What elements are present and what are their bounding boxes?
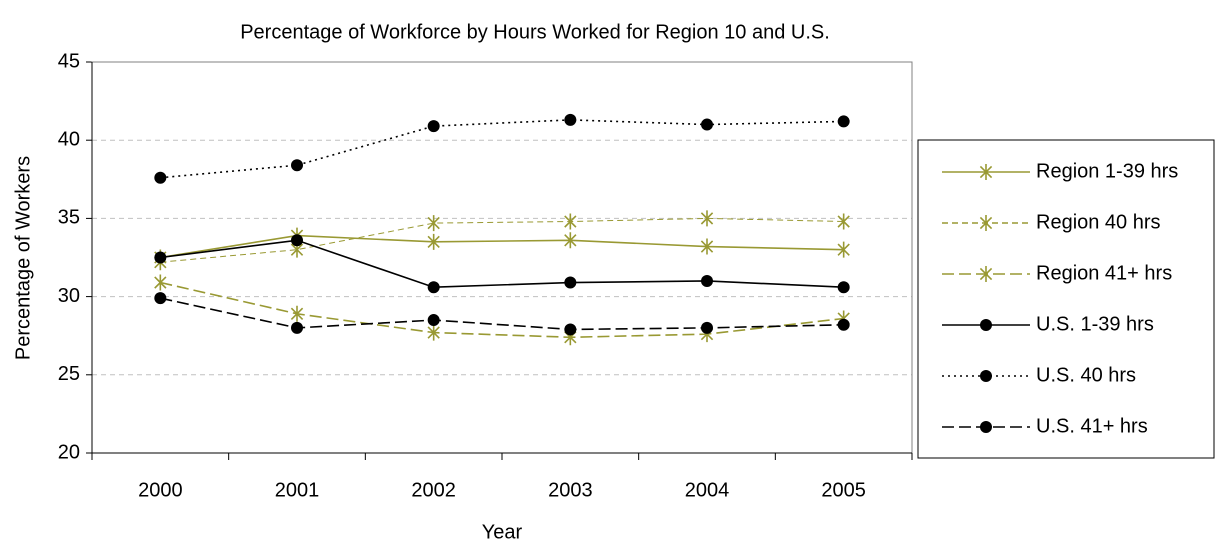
y-tick-label: 30 bbox=[58, 285, 80, 307]
y-tick-label: 45 bbox=[58, 50, 80, 72]
marker bbox=[564, 113, 577, 126]
marker bbox=[837, 213, 850, 230]
series-line bbox=[160, 239, 844, 289]
legend-label: Region 1-39 hrs bbox=[1036, 160, 1178, 182]
legend-label: Region 40 hrs bbox=[1036, 211, 1161, 233]
marker bbox=[700, 210, 714, 227]
marker bbox=[837, 281, 850, 294]
marker bbox=[701, 321, 713, 334]
legend-marker bbox=[980, 370, 992, 382]
marker bbox=[154, 292, 167, 305]
legend-label: U.S. 41+ hrs bbox=[1036, 415, 1148, 437]
marker bbox=[291, 234, 303, 247]
x-axis-label: Year bbox=[482, 521, 523, 543]
marker bbox=[427, 233, 440, 250]
x-tick-label: 2005 bbox=[821, 479, 866, 501]
series-line bbox=[160, 217, 844, 263]
marker bbox=[837, 115, 850, 128]
marker bbox=[427, 281, 440, 294]
legend-marker bbox=[979, 215, 993, 231]
marker bbox=[564, 323, 577, 336]
marker bbox=[154, 274, 167, 291]
legend-label: U.S. 1-39 hrs bbox=[1036, 313, 1154, 335]
x-tick-label: 2004 bbox=[685, 479, 730, 501]
marker bbox=[564, 276, 577, 289]
series-line bbox=[160, 119, 844, 179]
legend-marker bbox=[980, 421, 992, 433]
marker bbox=[427, 324, 440, 341]
marker bbox=[427, 314, 440, 327]
y-tick-label: 25 bbox=[58, 363, 80, 385]
marker bbox=[701, 118, 713, 131]
y-tick-label: 40 bbox=[58, 128, 80, 150]
x-tick-label: 2003 bbox=[548, 479, 593, 501]
x-tick-label: 2002 bbox=[411, 479, 456, 501]
marker bbox=[700, 238, 714, 255]
marker bbox=[564, 232, 577, 249]
legend-label: Region 41+ hrs bbox=[1036, 262, 1172, 284]
y-tick-label: 35 bbox=[58, 207, 80, 229]
legend-label: U.S. 40 hrs bbox=[1036, 364, 1136, 386]
marker bbox=[427, 215, 440, 232]
marker bbox=[427, 120, 440, 133]
y-axis-label: Percentage of Workers bbox=[12, 156, 34, 360]
series-line bbox=[160, 281, 844, 339]
series-line bbox=[160, 234, 844, 259]
marker bbox=[837, 241, 850, 258]
legend-marker bbox=[979, 164, 993, 180]
marker bbox=[291, 159, 303, 172]
marker bbox=[154, 171, 167, 184]
legend-marker bbox=[979, 266, 993, 282]
chart-title: Percentage of Workforce by Hours Worked … bbox=[240, 21, 830, 43]
legend-marker bbox=[980, 319, 992, 331]
marker bbox=[290, 305, 304, 322]
marker bbox=[701, 274, 713, 287]
marker bbox=[564, 213, 577, 230]
marker bbox=[291, 321, 303, 334]
marker bbox=[154, 251, 167, 264]
series-line bbox=[160, 297, 844, 331]
x-tick-label: 2000 bbox=[138, 479, 183, 501]
y-tick-label: 20 bbox=[58, 441, 80, 463]
x-tick-label: 2001 bbox=[275, 479, 320, 501]
legend-box bbox=[917, 139, 1215, 459]
marker bbox=[837, 318, 850, 331]
